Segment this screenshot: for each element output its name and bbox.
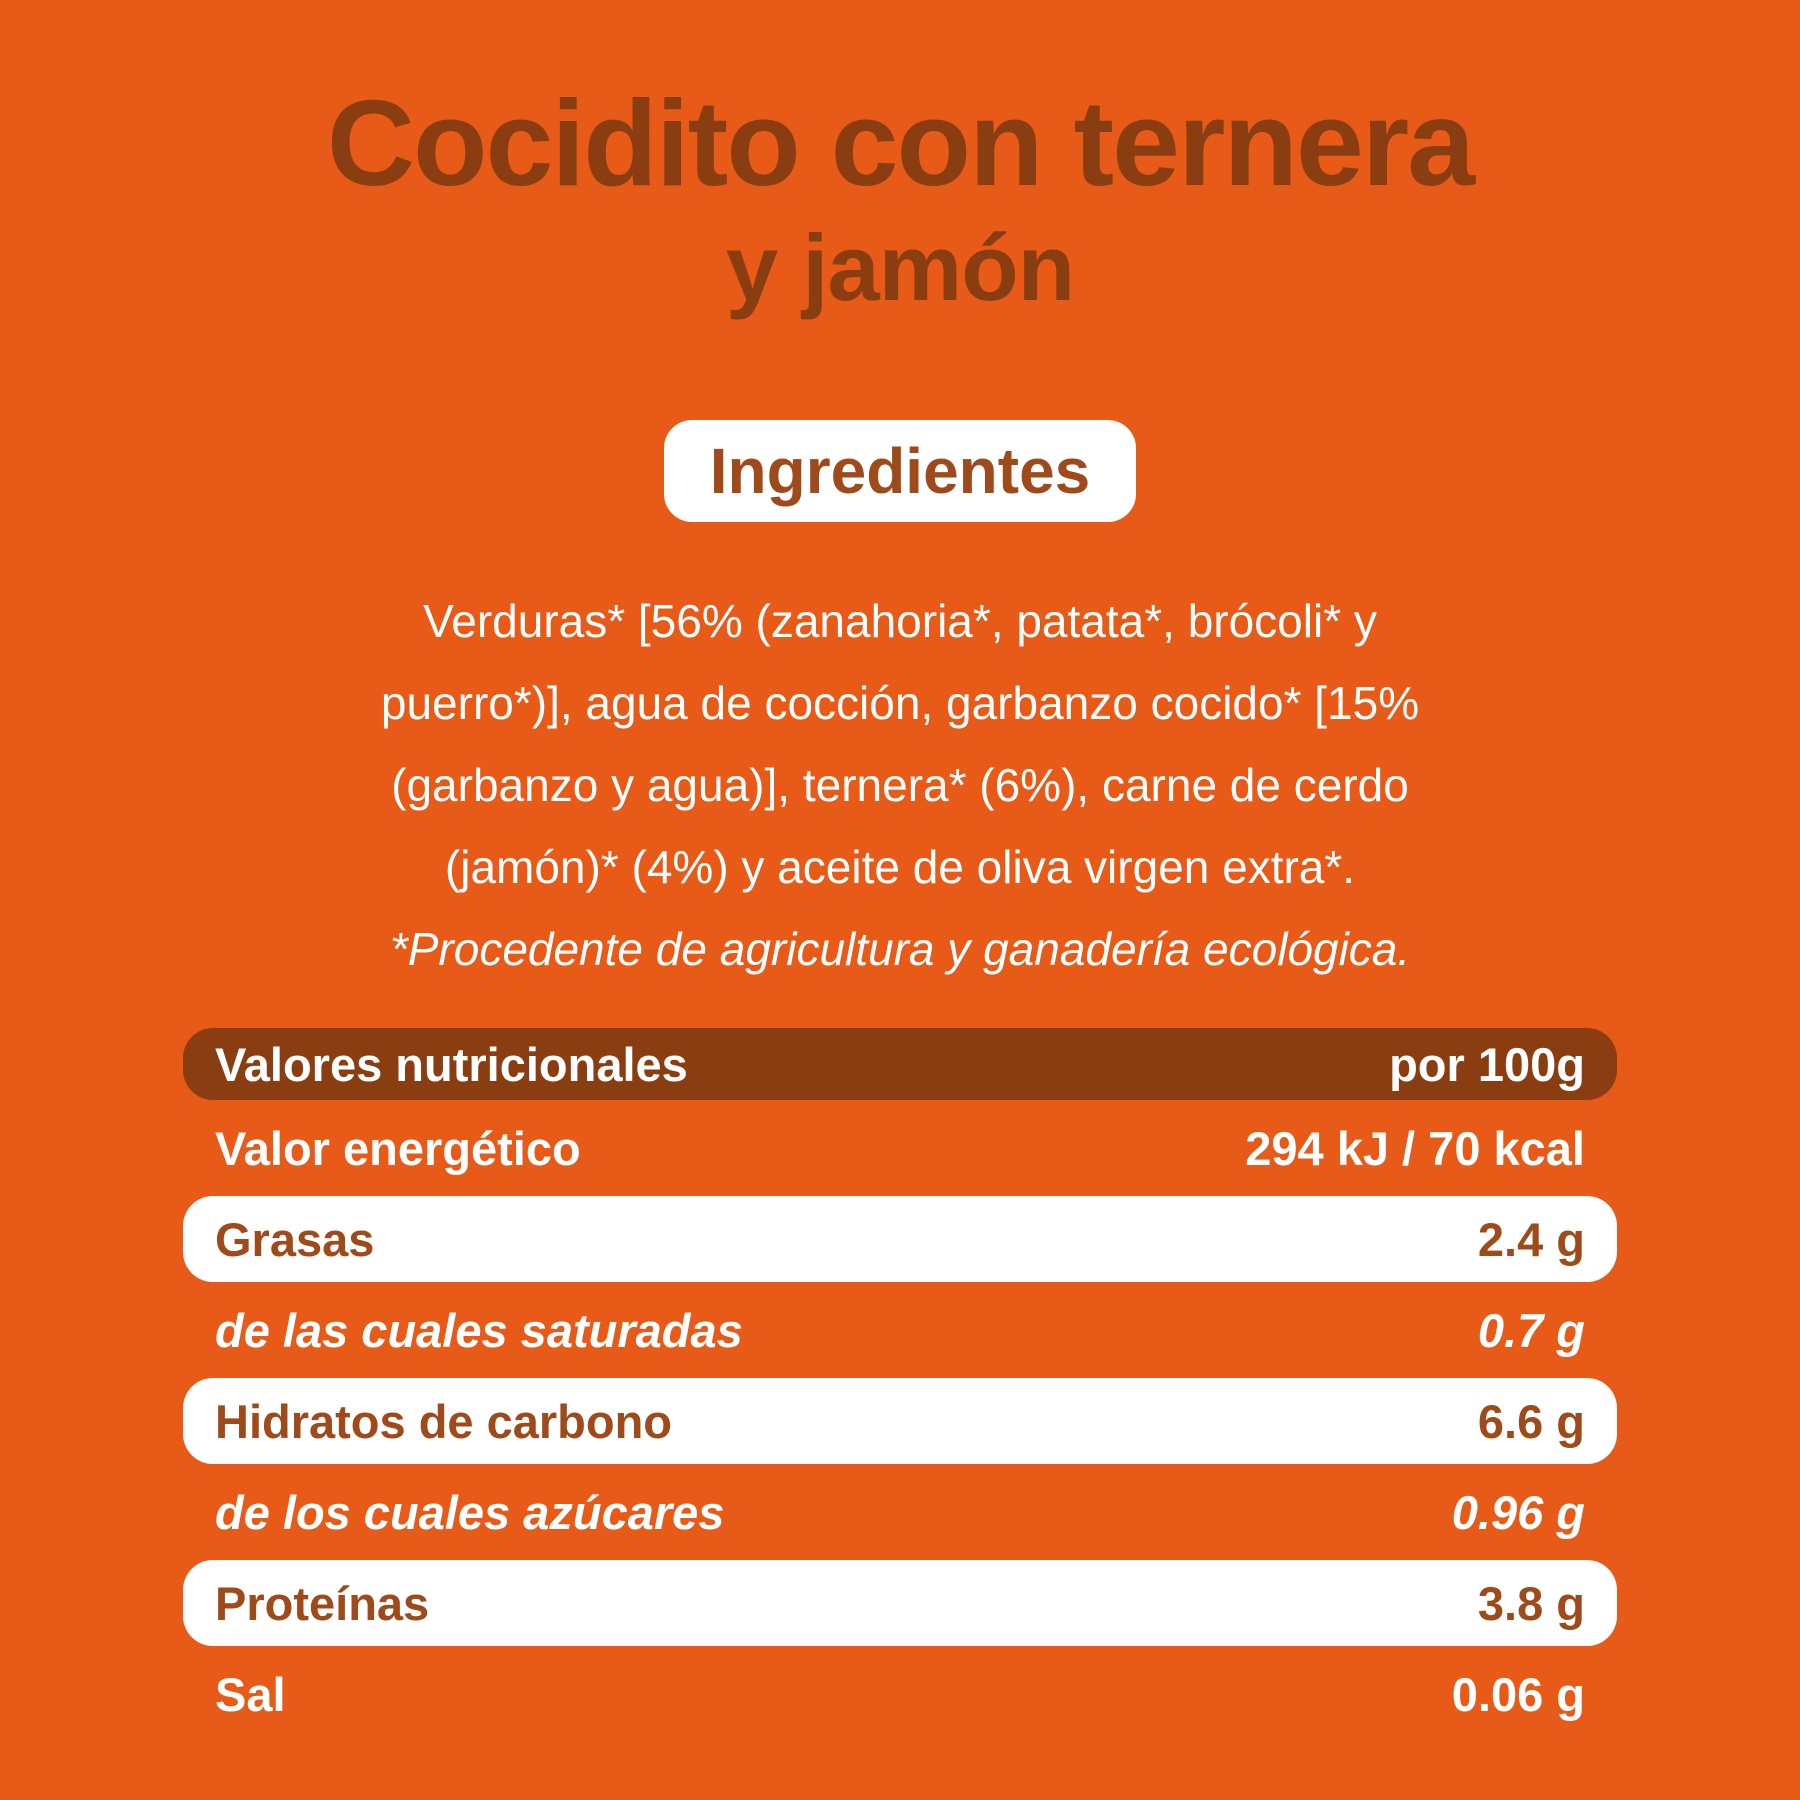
nutrition-row-fat: Grasas 2.4 g <box>183 1196 1617 1282</box>
row-value: 0.7 g <box>1477 1303 1585 1357</box>
row-value: 0.96 g <box>1451 1485 1585 1539</box>
row-label: Hidratos de carbono <box>215 1394 673 1448</box>
nutrition-header-label: Valores nutricionales <box>215 1037 688 1091</box>
product-title-line1: Cocidito con ternera <box>326 75 1475 211</box>
row-value: 6.6 g <box>1477 1394 1585 1448</box>
row-label: Valor energético <box>215 1121 581 1175</box>
nutrition-row-carbohydrates: Hidratos de carbono 6.6 g <box>183 1378 1617 1464</box>
nutrition-row-protein: Proteínas 3.8 g <box>183 1560 1617 1646</box>
ingredients-line: (garbanzo y agua)], ternera* (6%), carne… <box>391 759 1409 811</box>
row-label: de los cuales azúcares <box>215 1485 725 1539</box>
nutrition-table-header: Valores nutricionales por 100g <box>183 1028 1617 1100</box>
nutrition-row-saturated-fat: de las cuales saturadas 0.7 g <box>183 1294 1617 1366</box>
ingredients-line: puerro*)], agua de cocción, garbanzo coc… <box>380 677 1420 729</box>
nutrition-table: Valores nutricionales por 100g Valor ene… <box>183 1028 1617 1730</box>
product-title: Cocidito con ternera y jamón <box>0 0 1800 320</box>
row-value: 0.06 g <box>1451 1667 1585 1721</box>
nutrition-row-sugars: de los cuales azúcares 0.96 g <box>183 1476 1617 1548</box>
ingredients-line: Verduras* [56% (zanahoria*, patata*, bró… <box>423 595 1377 647</box>
organic-origin-note: *Procedente de agricultura y ganadería e… <box>389 923 1411 975</box>
ingredients-line: (jamón)* (4%) y aceite de oliva virgen e… <box>444 841 1356 893</box>
row-label: Sal <box>215 1667 286 1721</box>
ingredients-heading-pill: Ingredientes <box>663 420 1137 522</box>
row-value: 3.8 g <box>1477 1576 1585 1630</box>
ingredients-paragraph: Verduras* [56% (zanahoria*, patata*, bró… <box>0 580 1800 990</box>
row-label: Grasas <box>215 1212 375 1266</box>
row-value: 2.4 g <box>1477 1212 1585 1266</box>
nutrition-row-energy: Valor energético 294 kJ / 70 kcal <box>183 1112 1617 1184</box>
row-value: 294 kJ / 70 kcal <box>1245 1121 1585 1175</box>
ingredients-heading: Ingredientes <box>709 435 1091 507</box>
row-label: Proteínas <box>215 1576 430 1630</box>
nutrition-row-salt: Sal 0.06 g <box>183 1658 1617 1730</box>
nutrition-header-unit: por 100g <box>1389 1037 1585 1091</box>
row-label: de las cuales saturadas <box>215 1303 743 1357</box>
product-title-line2: y jamón <box>725 215 1075 320</box>
